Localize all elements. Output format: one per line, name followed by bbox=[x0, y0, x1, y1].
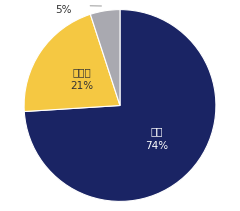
Text: 5%: 5% bbox=[55, 5, 71, 15]
Wedge shape bbox=[24, 14, 120, 112]
Text: 21%: 21% bbox=[70, 81, 94, 91]
Text: 74%: 74% bbox=[145, 141, 168, 151]
Wedge shape bbox=[90, 9, 120, 106]
Text: いいえ: いいえ bbox=[72, 67, 91, 77]
Wedge shape bbox=[24, 9, 216, 202]
Text: はい: はい bbox=[150, 126, 163, 136]
